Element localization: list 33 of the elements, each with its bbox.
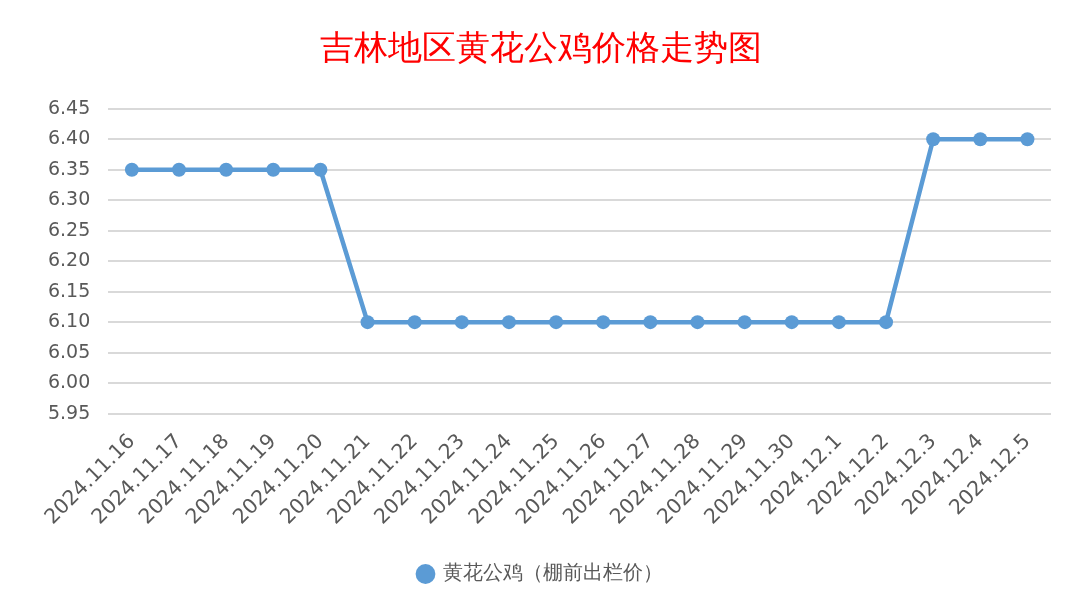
y-tick-label: 5.95 [47,400,91,423]
point [454,315,469,330]
point [690,315,705,330]
y-tick-label: 6.05 [47,339,91,362]
point [219,162,234,177]
point [784,315,799,330]
legend-label: 黄花公鸡（棚前出栏价） [442,560,663,585]
y-tick-label: 6.00 [47,370,91,393]
y-tick-label: 6.20 [47,248,91,271]
point [360,315,375,330]
point [407,315,422,330]
y-tick-label: 6.25 [47,217,91,240]
point [879,315,894,330]
point [313,162,328,177]
point [973,132,988,147]
y-tick-label: 6.40 [47,126,91,149]
point [501,315,516,330]
point [549,315,564,330]
y-tick-label: 6.35 [47,156,91,179]
y-tick-label: 6.30 [47,187,91,210]
point [737,315,752,330]
point [643,315,658,330]
point [266,162,281,177]
point [926,132,941,147]
point [831,315,846,330]
point [1020,132,1035,147]
y-tick-label: 6.10 [47,309,91,332]
y-tick-label: 6.45 [47,95,91,118]
point [172,162,187,177]
chart-title: 吉林地区黄花公鸡价格走势图 [319,27,762,68]
point [124,162,139,177]
y-tick-label: 6.15 [47,278,91,301]
point [596,315,611,330]
